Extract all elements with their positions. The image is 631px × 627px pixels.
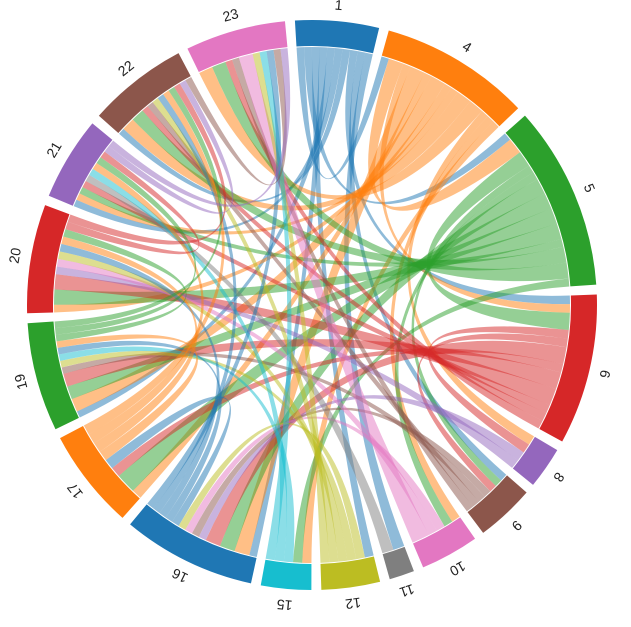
group-arc-17 [60, 425, 140, 518]
chord-16-17 [105, 396, 232, 526]
chord-10-23 [238, 53, 429, 543]
group-label-1: 1 [334, 0, 343, 13]
chord-6-20 [54, 274, 556, 406]
chord-15-21 [89, 168, 288, 562]
group-arc-4 [381, 30, 519, 127]
chord-1-21 [73, 48, 343, 234]
group-arc-12 [320, 556, 381, 590]
chord-9-19 [61, 352, 485, 502]
chord-22-23 [185, 48, 287, 186]
group-arc-16 [130, 504, 257, 584]
chord-4-6 [379, 63, 570, 313]
chord-21-22 [104, 80, 234, 214]
chord-1-16 [249, 47, 328, 558]
group-label-4: 4 [460, 38, 475, 56]
chord-4-20 [54, 83, 452, 313]
chord-17-19 [56, 334, 198, 461]
group-arc-20 [26, 205, 70, 314]
chord-17-22 [83, 90, 225, 435]
group-arc-21 [48, 123, 113, 206]
group-label-23: 23 [221, 5, 241, 25]
group-label-6: 6 [597, 368, 614, 379]
chord-12-19 [60, 350, 357, 561]
group-arc-8 [512, 436, 558, 485]
chord-6-8 [428, 326, 569, 453]
group-arc-19 [27, 321, 79, 430]
group-arc-9 [467, 475, 527, 533]
group-arc-11 [382, 546, 414, 580]
group-label-15: 15 [276, 596, 293, 613]
chord-6-17 [112, 348, 564, 476]
group-arc-10 [413, 517, 476, 568]
group-label-16: 16 [169, 565, 190, 586]
chords-layer [54, 47, 570, 563]
chord-5-17 [118, 193, 552, 491]
group-label-19: 19 [11, 372, 30, 391]
group-arc-15 [260, 559, 312, 590]
group-arc-23 [187, 21, 288, 73]
chord-4-22 [123, 92, 471, 211]
chord-15-23 [259, 51, 292, 561]
group-label-17: 17 [64, 480, 86, 502]
chord-19-20 [55, 229, 187, 342]
group-label-20: 20 [6, 246, 24, 264]
group-label-8: 8 [550, 470, 568, 486]
group-arc-22 [98, 53, 191, 134]
chord-4-5 [368, 58, 520, 211]
group-label-10: 10 [447, 558, 469, 580]
groups-layer [26, 20, 597, 590]
chord-17-21 [88, 163, 204, 444]
chord-17-20 [61, 236, 198, 452]
group-label-9: 9 [509, 517, 526, 534]
group-arc-1 [294, 20, 380, 54]
chord-5-6 [426, 152, 570, 331]
group-label-12: 12 [344, 594, 362, 612]
chord-5-20 [54, 223, 562, 305]
chord-12-23 [252, 52, 330, 563]
chord-9-16 [191, 407, 491, 537]
group-label-5: 5 [581, 181, 599, 195]
group-arc-5 [505, 115, 597, 287]
group-label-11: 11 [397, 581, 416, 601]
group-label-21: 21 [43, 139, 65, 161]
group-arc-6 [539, 294, 597, 442]
group-label-22: 22 [115, 57, 137, 79]
